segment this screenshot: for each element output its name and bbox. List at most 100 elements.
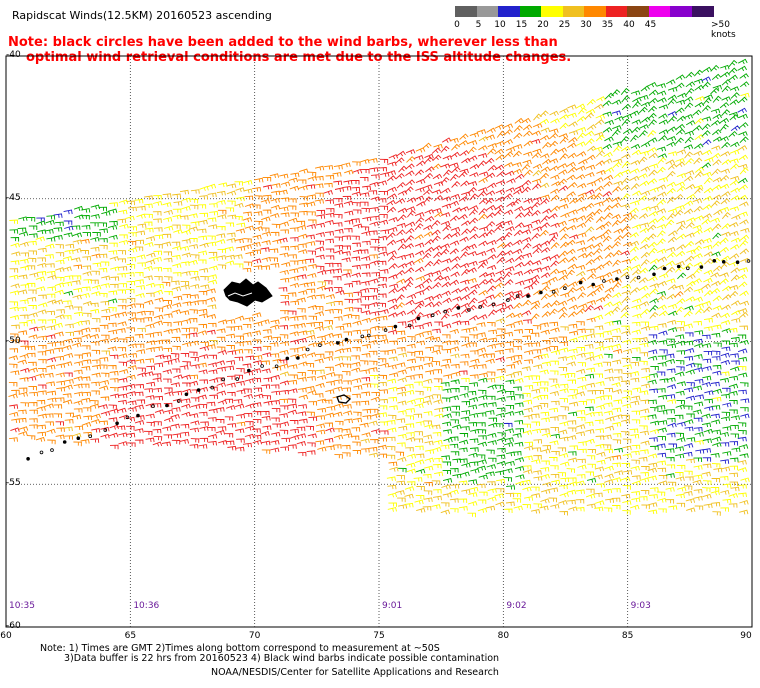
- wind-barb: [656, 184, 667, 190]
- wind-barb: [460, 336, 469, 342]
- wind-barb: [530, 274, 540, 281]
- wind-barb: [262, 209, 272, 215]
- wind-barb: [262, 184, 273, 190]
- wind-barb: [729, 457, 739, 463]
- contamination-circle: [360, 334, 365, 339]
- wind-barb: [711, 429, 722, 435]
- wind-barb: [458, 213, 468, 220]
- wind-barb: [226, 237, 236, 243]
- wind-barb: [180, 431, 190, 437]
- wind-barb: [35, 373, 45, 379]
- wind-barb: [549, 487, 559, 493]
- wind-barb: [675, 137, 684, 145]
- wind-barb: [377, 246, 387, 252]
- wind-barb: [414, 195, 425, 201]
- wind-barb: [505, 460, 515, 466]
- wind-barb: [719, 117, 730, 124]
- wind-barb: [352, 417, 363, 423]
- wind-barb: [242, 217, 253, 223]
- contamination-circle: [151, 404, 155, 408]
- wind-barb: [711, 502, 721, 507]
- wind-barb: [611, 202, 621, 209]
- wind-barb: [332, 262, 342, 268]
- wind-barb: [657, 460, 667, 466]
- wind-barb: [683, 490, 693, 496]
- wind-barb: [631, 329, 642, 335]
- wind-barb: [263, 400, 273, 406]
- wind-barb: [639, 222, 650, 228]
- wind-barb: [560, 406, 569, 411]
- wind-barb: [576, 321, 585, 326]
- wind-barb: [279, 334, 289, 339]
- wind-barb: [729, 179, 740, 186]
- wind-barb: [37, 309, 47, 315]
- wind-barb: [577, 441, 587, 446]
- wind-barb: [540, 489, 551, 494]
- wind-barb: [396, 475, 406, 480]
- wind-barb: [584, 406, 594, 412]
- wind-barb: [243, 370, 254, 376]
- wind-barb: [452, 458, 462, 463]
- wind-barb: [235, 335, 245, 341]
- wind-barb: [604, 465, 614, 471]
- wind-barb: [460, 471, 470, 477]
- wind-barb: [307, 390, 317, 396]
- wind-barb: [602, 126, 613, 133]
- wind-barb: [242, 363, 252, 368]
- wind-barb: [613, 180, 623, 186]
- wind-barb: [326, 380, 335, 386]
- wind-barb: [443, 437, 453, 443]
- wind-barb: [352, 161, 361, 167]
- wind-barb: [478, 402, 488, 408]
- wind-barb: [333, 308, 343, 314]
- wind-barb: [532, 470, 542, 475]
- wind-barb: [550, 194, 560, 202]
- wind-barb: [333, 411, 343, 417]
- wind-barb: [487, 239, 497, 246]
- wind-barb: [99, 379, 110, 385]
- latitude-label: -55: [6, 478, 21, 489]
- wind-barb: [99, 385, 109, 391]
- wind-barb: [163, 409, 174, 415]
- wind-barb: [407, 210, 416, 218]
- wind-barb: [737, 65, 747, 72]
- wind-barb: [235, 403, 245, 409]
- wind-barb: [602, 293, 612, 301]
- wind-barb: [710, 419, 721, 425]
- wind-barb: [26, 352, 36, 358]
- wind-barb: [334, 249, 344, 255]
- wind-barb: [604, 387, 614, 393]
- wind-barb: [83, 415, 93, 420]
- wind-barb: [216, 336, 226, 342]
- wind-barb: [181, 411, 191, 417]
- wind-barb: [83, 431, 92, 437]
- wind-barb: [441, 484, 451, 490]
- wind-barb: [341, 272, 351, 278]
- wind-barb: [449, 436, 459, 441]
- wind-barb: [136, 399, 146, 404]
- wind-barb: [342, 356, 351, 361]
- wind-barb: [666, 141, 676, 147]
- wind-barb: [63, 290, 74, 296]
- wind-barb: [458, 439, 469, 445]
- wind-barb: [152, 211, 162, 216]
- wind-barb: [674, 284, 684, 290]
- wind-barb: [694, 187, 704, 195]
- wind-barb: [460, 251, 469, 259]
- wind-barb: [208, 440, 217, 446]
- wind-barb: [711, 73, 722, 81]
- wind-barb: [468, 412, 479, 418]
- wind-barb: [593, 353, 604, 359]
- wind-barb: [315, 353, 325, 359]
- wind-barb: [370, 174, 380, 179]
- wind-barb: [243, 349, 253, 354]
- wind-barb: [585, 259, 595, 266]
- wind-barb: [450, 271, 460, 277]
- wind-barb: [712, 442, 722, 448]
- wind-barb: [567, 427, 577, 432]
- contamination-circle: [539, 290, 543, 295]
- wind-barb: [432, 293, 443, 300]
- wind-barb: [153, 331, 162, 337]
- time-label: 9:01: [382, 601, 403, 611]
- wind-barb: [476, 454, 486, 460]
